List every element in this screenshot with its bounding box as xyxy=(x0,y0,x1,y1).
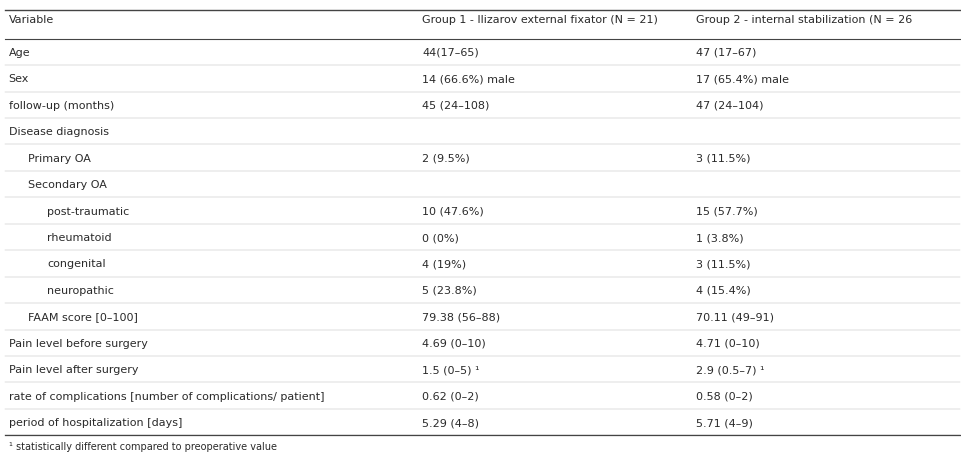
Text: Group 1 - Ilizarov external fixator (N = 21): Group 1 - Ilizarov external fixator (N =… xyxy=(422,15,657,25)
Text: 4.69 (0–10): 4.69 (0–10) xyxy=(422,338,485,348)
Text: neuropathic: neuropathic xyxy=(47,285,114,295)
Text: Secondary OA: Secondary OA xyxy=(28,180,107,190)
Text: 5.71 (4–9): 5.71 (4–9) xyxy=(696,417,752,427)
Text: 4 (15.4%): 4 (15.4%) xyxy=(696,285,751,295)
Text: 4.71 (0–10): 4.71 (0–10) xyxy=(696,338,759,348)
Text: 2 (9.5%): 2 (9.5%) xyxy=(422,153,470,163)
Text: follow-up (months): follow-up (months) xyxy=(9,101,113,111)
Text: 17 (65.4%) male: 17 (65.4%) male xyxy=(696,74,789,84)
Text: Age: Age xyxy=(9,48,30,58)
Text: ¹ statistically different compared to preoperative value: ¹ statistically different compared to pr… xyxy=(9,441,277,451)
Text: 1 (3.8%): 1 (3.8%) xyxy=(696,233,744,243)
Text: 14 (66.6%) male: 14 (66.6%) male xyxy=(422,74,515,84)
Text: 0 (0%): 0 (0%) xyxy=(422,233,458,243)
Text: Variable: Variable xyxy=(9,15,54,25)
Text: Pain level before surgery: Pain level before surgery xyxy=(9,338,147,348)
Text: Sex: Sex xyxy=(9,74,29,84)
Text: 5 (23.8%): 5 (23.8%) xyxy=(422,285,477,295)
Text: 79.38 (56–88): 79.38 (56–88) xyxy=(422,312,500,322)
Text: Primary OA: Primary OA xyxy=(28,153,90,163)
Text: 45 (24–108): 45 (24–108) xyxy=(422,101,489,111)
Text: 15 (57.7%): 15 (57.7%) xyxy=(696,206,757,216)
Text: FAAM score [0–100]: FAAM score [0–100] xyxy=(28,312,137,322)
Text: Disease diagnosis: Disease diagnosis xyxy=(9,127,109,137)
Text: 3 (11.5%): 3 (11.5%) xyxy=(696,153,751,163)
Text: 10 (47.6%): 10 (47.6%) xyxy=(422,206,483,216)
Text: 3 (11.5%): 3 (11.5%) xyxy=(696,259,751,269)
Text: rate of complications [number of complications/ patient]: rate of complications [number of complic… xyxy=(9,391,324,401)
Text: post-traumatic: post-traumatic xyxy=(47,206,129,216)
Text: 47 (17–67): 47 (17–67) xyxy=(696,48,756,58)
Text: 44(17–65): 44(17–65) xyxy=(422,48,479,58)
Text: 70.11 (49–91): 70.11 (49–91) xyxy=(696,312,774,322)
Text: 0.62 (0–2): 0.62 (0–2) xyxy=(422,391,479,401)
Text: 1.5 (0–5) ¹: 1.5 (0–5) ¹ xyxy=(422,364,480,374)
Text: period of hospitalization [days]: period of hospitalization [days] xyxy=(9,417,182,427)
Text: 4 (19%): 4 (19%) xyxy=(422,259,466,269)
Text: 47 (24–104): 47 (24–104) xyxy=(696,101,763,111)
Text: Group 2 - internal stabilization (N = 26: Group 2 - internal stabilization (N = 26 xyxy=(696,15,912,25)
Text: 2.9 (0.5–7) ¹: 2.9 (0.5–7) ¹ xyxy=(696,364,764,374)
Text: Pain level after surgery: Pain level after surgery xyxy=(9,364,138,374)
Text: 0.58 (0–2): 0.58 (0–2) xyxy=(696,391,752,401)
Text: congenital: congenital xyxy=(47,259,106,269)
Text: rheumatoid: rheumatoid xyxy=(47,233,111,243)
Text: 5.29 (4–8): 5.29 (4–8) xyxy=(422,417,479,427)
